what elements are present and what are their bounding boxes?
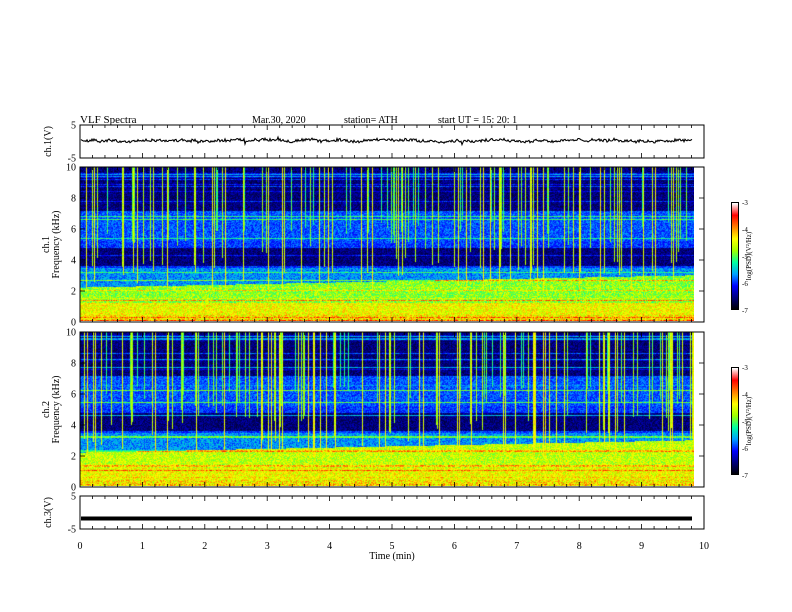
y-tick-label: 8 <box>71 194 76 205</box>
x-tick-label: 3 <box>265 541 270 552</box>
y-axis-label: ch.1(V) <box>43 126 54 157</box>
ch1-waveform-line <box>80 135 693 147</box>
colorbar-label: log(PSD)(V²/Hz) <box>745 231 753 280</box>
station-label: station= ATH <box>344 115 398 126</box>
colorbar-label: log(PSD)(V²/Hz) <box>745 396 753 445</box>
y-axis-label: ch.3(V) <box>43 497 54 528</box>
colorbar-tick-label: -5 <box>742 253 748 261</box>
ch1-spectrogram <box>80 167 694 321</box>
y-tick-label: 10 <box>66 328 76 339</box>
panel-frame-3 <box>79 331 705 488</box>
y-axis-label: ch.1 <box>41 236 52 253</box>
colorbar-tick-label: -4 <box>742 391 748 399</box>
y-axis-label: ch.2 <box>41 401 52 418</box>
x-tick-label: 9 <box>639 541 644 552</box>
x-tick-label: 10 <box>699 541 709 552</box>
y-tick-label: 0 <box>71 483 76 494</box>
y-tick-label: 8 <box>71 359 76 370</box>
y-tick-label: 4 <box>71 256 76 267</box>
colorbar-tick-label: -7 <box>742 307 748 315</box>
x-tick-label: 5 <box>390 541 395 552</box>
y-tick-label: 0 <box>71 318 76 329</box>
colorbar-tick-label: -5 <box>742 418 748 426</box>
ch2-colorbar <box>731 367 739 475</box>
colorbar-tick-label: -7 <box>742 472 748 480</box>
ch2-spectrogram <box>80 332 694 486</box>
y-tick-label: 10 <box>66 163 76 174</box>
y-tick-label: 6 <box>71 390 76 401</box>
x-tick-label: 7 <box>514 541 519 552</box>
y-tick-label: 4 <box>71 421 76 432</box>
x-axis-label: Time (min) <box>369 551 414 562</box>
y-tick-label: 6 <box>71 225 76 236</box>
start-time-label: start UT = 15: 20: 1 <box>438 115 518 126</box>
x-tick-label: 1 <box>140 541 145 552</box>
y-tick-label: 2 <box>71 452 76 463</box>
x-tick-label: 2 <box>202 541 207 552</box>
colorbar-tick-label: -3 <box>742 364 748 372</box>
y-tick-label: -5 <box>68 154 76 165</box>
figure-title: VLF Spectra <box>80 114 137 126</box>
x-tick-label: 6 <box>452 541 457 552</box>
y-axis-label: Frequency (kHz) <box>51 210 62 278</box>
y-tick-label: 2 <box>71 287 76 298</box>
y-tick-label: -5 <box>68 525 76 536</box>
panel-frame-2 <box>79 166 705 323</box>
date-label: Mar.30, 2020 <box>252 115 306 126</box>
x-tick-label: 4 <box>327 541 332 552</box>
colorbar-tick-label: -6 <box>742 280 748 288</box>
colorbar-tick-label: -3 <box>742 199 748 207</box>
y-axis-label: Frequency (kHz) <box>51 375 62 443</box>
x-tick-label: 0 <box>78 541 83 552</box>
y-tick-label: 5 <box>71 492 76 503</box>
ch1-colorbar <box>731 202 739 310</box>
x-tick-label: 8 <box>577 541 582 552</box>
colorbar-tick-label: -6 <box>742 445 748 453</box>
colorbar-tick-label: -4 <box>742 226 748 234</box>
y-tick-label: 5 <box>71 121 76 132</box>
